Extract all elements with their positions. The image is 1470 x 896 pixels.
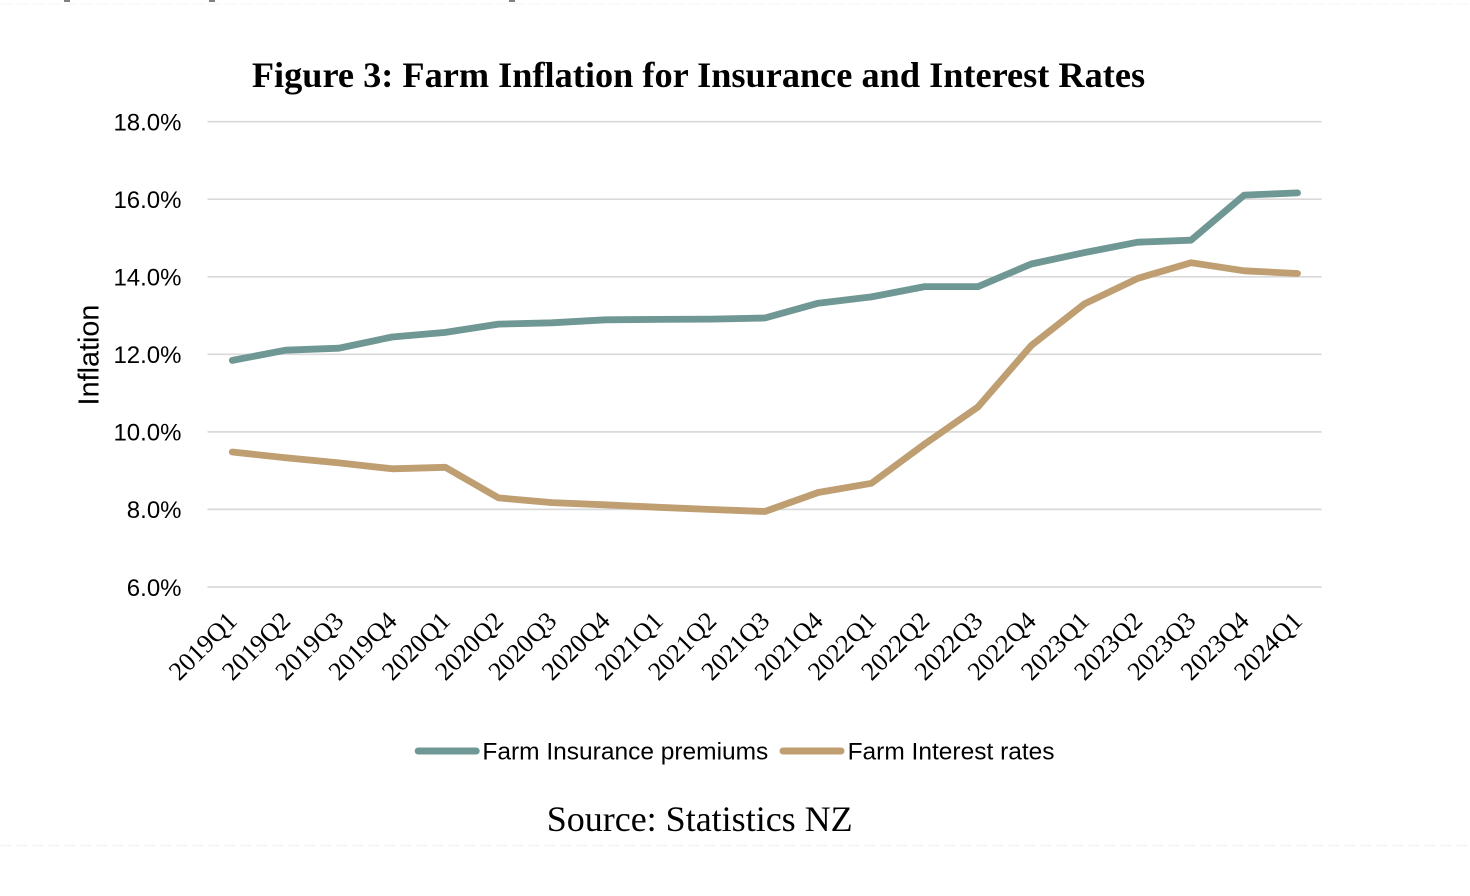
svg-text:10.0%: 10.0% <box>113 420 181 447</box>
svg-text:Farm Insurance premiums: Farm Insurance premiums <box>482 739 768 766</box>
svg-text:16.0%: 16.0% <box>113 187 181 214</box>
svg-text:6.0%: 6.0% <box>127 575 182 602</box>
svg-text:Farm Interest rates: Farm Interest rates <box>848 739 1055 766</box>
svg-text:18.0%: 18.0% <box>113 110 181 137</box>
svg-text:12.0%: 12.0% <box>113 342 181 369</box>
svg-text:Figure 3: Farm Inflation for I: Figure 3: Farm Inflation for Insurance a… <box>252 55 1145 95</box>
svg-text:Inflation: Inflation <box>74 305 106 406</box>
svg-text:Source: Statistics NZ: Source: Statistics NZ <box>547 799 853 839</box>
svg-text:14.0%: 14.0% <box>113 265 181 292</box>
svg-text:8.0%: 8.0% <box>127 497 182 524</box>
